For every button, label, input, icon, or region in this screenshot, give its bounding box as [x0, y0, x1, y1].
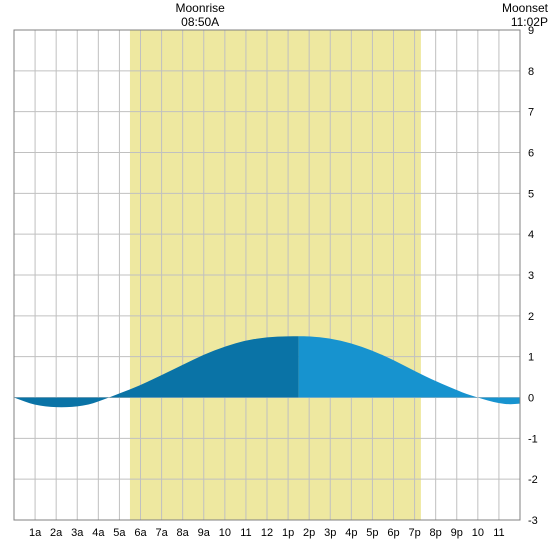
x-axis-label: 11: [493, 527, 504, 539]
x-axis-label: 3a: [71, 527, 84, 539]
x-axis-label: 7p: [408, 527, 420, 539]
y-axis-label: 3: [528, 270, 534, 282]
y-axis-label: 6: [528, 148, 534, 160]
y-axis-label: 5: [528, 188, 534, 200]
y-axis-label: -3: [528, 515, 538, 527]
moonrise-label: Moonrise: [175, 1, 225, 15]
x-axis-label: 1p: [282, 527, 294, 539]
x-axis-label: 5a: [113, 527, 126, 539]
y-axis-label: 4: [528, 229, 534, 241]
tide-chart: -3-2-101234567891a2a3a4a5a6a7a8a9a101112…: [0, 0, 550, 550]
y-axis-label: -1: [528, 433, 538, 445]
x-axis-label: 2a: [50, 527, 63, 539]
x-axis-label: 9a: [198, 527, 211, 539]
y-axis-label: 2: [528, 311, 534, 323]
y-axis-label: -2: [528, 474, 538, 486]
x-axis-label: 10: [219, 527, 231, 539]
moonset-time: 11:02P: [511, 15, 548, 29]
x-axis-label: 8a: [177, 527, 190, 539]
y-axis-label: 1: [528, 352, 534, 364]
x-axis-label: 3p: [324, 527, 336, 539]
x-axis-label: 2p: [303, 527, 315, 539]
moonset-label: Moonset: [502, 1, 549, 15]
y-axis-label: 0: [528, 393, 534, 405]
x-axis-label: 8p: [430, 527, 442, 539]
x-axis-label: 1a: [29, 527, 42, 539]
x-axis-label: 6a: [134, 527, 147, 539]
x-axis-label: 5p: [366, 527, 378, 539]
x-axis-label: 4p: [345, 527, 357, 539]
x-axis-label: 12: [261, 527, 273, 539]
x-axis-label: 6p: [387, 527, 399, 539]
moonrise-time: 08:50A: [181, 15, 219, 29]
x-axis-label: 4a: [92, 527, 105, 539]
chart-svg: -3-2-101234567891a2a3a4a5a6a7a8a9a101112…: [0, 0, 550, 550]
x-axis-label: 10: [472, 527, 484, 539]
x-axis-label: 11: [240, 527, 251, 539]
x-axis-label: 9p: [451, 527, 463, 539]
y-axis-label: 7: [528, 107, 534, 119]
y-axis-label: 8: [528, 66, 534, 78]
x-axis-label: 7a: [155, 527, 168, 539]
